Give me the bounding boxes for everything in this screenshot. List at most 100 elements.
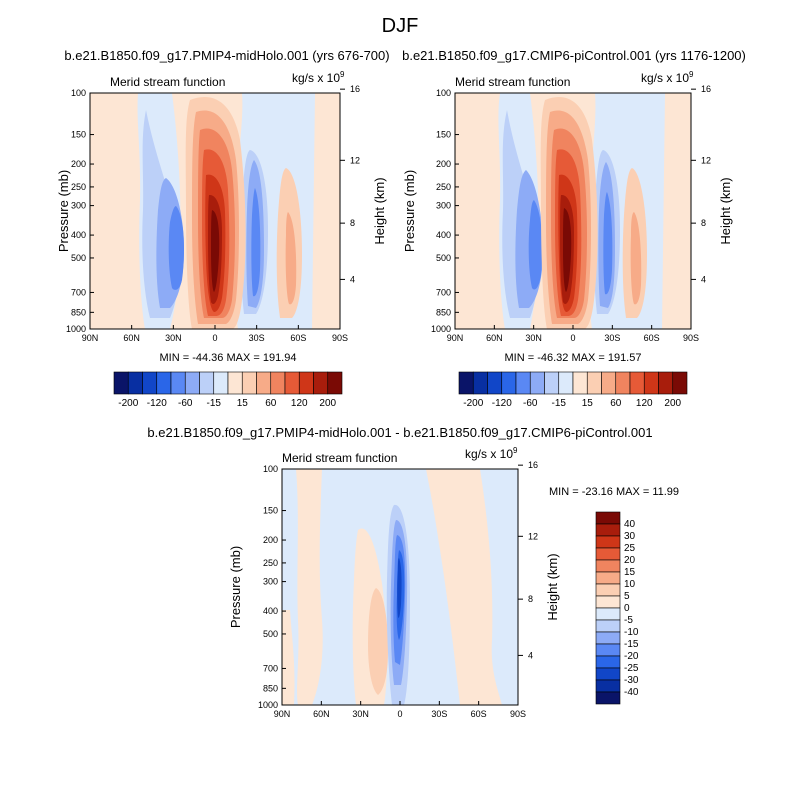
panel-1-y-tick-label: 1000 — [431, 324, 451, 334]
panel-0-colorbar-label: 15 — [237, 398, 249, 409]
panel-c-ylabel: Pressure (mb) — [228, 546, 243, 628]
panel-1-y-tick-label: 700 — [436, 287, 451, 297]
panel-2-colorbar-swatch — [595, 511, 621, 525]
panel-2-x-tick-label: 90S — [510, 709, 526, 719]
panel-0-colorbar-label: -15 — [207, 398, 222, 409]
panel-2-y-tick-label: 850 — [263, 683, 278, 693]
panel-1-colorbar-label: -15 — [552, 398, 567, 409]
panel-2-colorbar-swatch — [595, 619, 621, 633]
panel-b-stats: MIN = -46.32 MAX = 191.57 — [505, 352, 642, 364]
panel-2-y-tick-label: 250 — [263, 558, 278, 568]
panel-c-equatorial-negative-core — [397, 558, 402, 618]
panel-a-colorbar: -200 -120 -60 -15 15 60 120 200 — [113, 371, 343, 409]
panel-0-colorbar-swatch — [241, 371, 257, 395]
panel-c-stats: MIN = -23.16 MAX = 11.99 — [549, 486, 679, 498]
panel-1-colorbar-label: -200 — [463, 398, 483, 409]
panel-1-colorbar-swatch — [643, 371, 659, 395]
panel-2-x-tick-label: 30N — [352, 709, 369, 719]
panel-2-x-tick-label: 30S — [431, 709, 447, 719]
panel-2-height-tick-label: 12 — [528, 531, 538, 541]
panel-2-y-tick-label: 100 — [263, 464, 278, 474]
panel-0-x-tick-label: 0 — [212, 333, 217, 343]
panel-1-y-tick-label: 500 — [436, 253, 451, 263]
panel-2-colorbar-swatch — [595, 535, 621, 549]
panel-1-x-tick-label: 90S — [683, 333, 699, 343]
panel-0-colorbar-label: 200 — [319, 398, 336, 409]
panel-0-y-tick-label: 250 — [71, 182, 86, 192]
panel-0-colorbar-label: 60 — [265, 398, 277, 409]
panel-0-x-tick-label: 60S — [290, 333, 306, 343]
panel-a-sh-positive-cell-40 — [285, 212, 297, 305]
panel-2-colorbar-swatch — [595, 679, 621, 693]
panel-2-colorbar-label: 25 — [624, 543, 636, 554]
panel-a-nh-negative-core — [168, 206, 184, 290]
panel-c-nh-positive-strip-1 — [296, 469, 323, 705]
panel-a-contour-field — [90, 93, 340, 329]
panel-bottom: b.e21.B1850.f09_g17.PMIP4-midHolo.001 - … — [147, 425, 679, 719]
panel-1-colorbar-swatch — [544, 371, 560, 395]
panel-b-nh-negative-core — [528, 200, 543, 290]
panel-0-y-tick-label: 200 — [71, 159, 86, 169]
panel-1-colorbar-swatch — [472, 371, 488, 395]
panel-2-colorbar-swatch — [595, 571, 621, 585]
panel-2-colorbar-swatch — [595, 643, 621, 657]
panel-1-y-tick-label: 300 — [436, 201, 451, 211]
panel-1-colorbar-swatch — [558, 371, 574, 395]
panel-2-height-tick-label: 16 — [528, 460, 538, 470]
panel-1-colorbar-label: 200 — [664, 398, 681, 409]
panel-1-colorbar-label: 120 — [636, 398, 653, 409]
panel-0-colorbar-swatch — [127, 371, 143, 395]
panel-2-height-tick-label: 4 — [528, 650, 533, 660]
panel-2-colorbar-swatch — [595, 547, 621, 561]
panel-0-height-tick-label: 8 — [350, 218, 355, 228]
panel-c-left-label: Merid stream function — [282, 451, 397, 465]
panel-2-colorbar-label: -20 — [624, 651, 639, 662]
panel-1-colorbar-swatch — [601, 371, 617, 395]
panel-b-hadley-core — [563, 208, 572, 292]
panel-2-colorbar-swatch — [595, 655, 621, 669]
panel-0-colorbar-swatch — [256, 371, 272, 395]
panel-0-y-tick-label: 850 — [71, 307, 86, 317]
panel-top-left: b.e21.B1850.f09_g17.PMIP4-midHolo.001 (y… — [56, 48, 390, 409]
panel-1-colorbar-swatch — [501, 371, 517, 395]
panel-b-contour-field — [455, 93, 691, 329]
panel-1-colorbar-swatch — [615, 371, 631, 395]
panel-2-colorbar-label: -40 — [624, 687, 639, 698]
panel-c-contour-field — [282, 469, 518, 705]
panel-a-title: b.e21.B1850.f09_g17.PMIP4-midHolo.001 (y… — [64, 48, 389, 63]
figure-title: DJF — [382, 15, 419, 37]
panel-0-colorbar-swatch — [270, 371, 286, 395]
panel-0-colorbar-label: -200 — [118, 398, 138, 409]
panel-1-x-tick-label: 30S — [604, 333, 620, 343]
panel-0-colorbar-label: -60 — [178, 398, 193, 409]
panel-1-colorbar-label: 15 — [582, 398, 594, 409]
panel-0-colorbar-swatch — [227, 371, 243, 395]
panel-c-axes: 90N 60N 30N 0 30S 60S 90S 100 150 200 250 300 400 500… — [258, 460, 538, 719]
panel-0-height-tick-label: 4 — [350, 274, 355, 284]
panel-top-right: b.e21.B1850.f09_g17.CMIP6-piControl.001 … — [402, 48, 746, 409]
panel-2-y-tick-label: 150 — [263, 506, 278, 516]
panel-2-x-tick-label: 60S — [471, 709, 487, 719]
panel-a-axes: 90N 60N 30N 0 30S 60S 90S 100 150 200 250 300 400 500… — [66, 84, 360, 343]
panel-1-x-tick-label: 0 — [570, 333, 575, 343]
panel-1-colorbar-label: -60 — [523, 398, 538, 409]
panel-2-x-tick-label: 90N — [274, 709, 291, 719]
panel-c-sh-positive-block — [426, 469, 502, 705]
panel-2-colorbar-label: 20 — [624, 555, 636, 566]
panel-0-y-tick-label: 400 — [71, 230, 86, 240]
panel-b-ylabel-right: Height (km) — [718, 177, 733, 244]
panel-2-y-tick-label: 300 — [263, 577, 278, 587]
panel-2-colorbar-swatch — [595, 595, 621, 609]
panel-2-colorbar-label: 10 — [624, 579, 636, 590]
panel-1-colorbar-swatch — [672, 371, 688, 395]
panel-0-colorbar-swatch — [199, 371, 215, 395]
panel-c-title: b.e21.B1850.f09_g17.PMIP4-midHolo.001 - … — [147, 425, 652, 440]
panel-0-colorbar-swatch — [170, 371, 186, 395]
panel-2-colorbar-swatch — [595, 631, 621, 645]
panel-2-colorbar-label: -25 — [624, 663, 639, 674]
panel-2-colorbar-label: 0 — [624, 603, 630, 614]
panel-1-height-tick-label: 8 — [701, 218, 706, 228]
panel-0-y-tick-label: 700 — [71, 287, 86, 297]
panel-0-height-tick-label: 12 — [350, 155, 360, 165]
